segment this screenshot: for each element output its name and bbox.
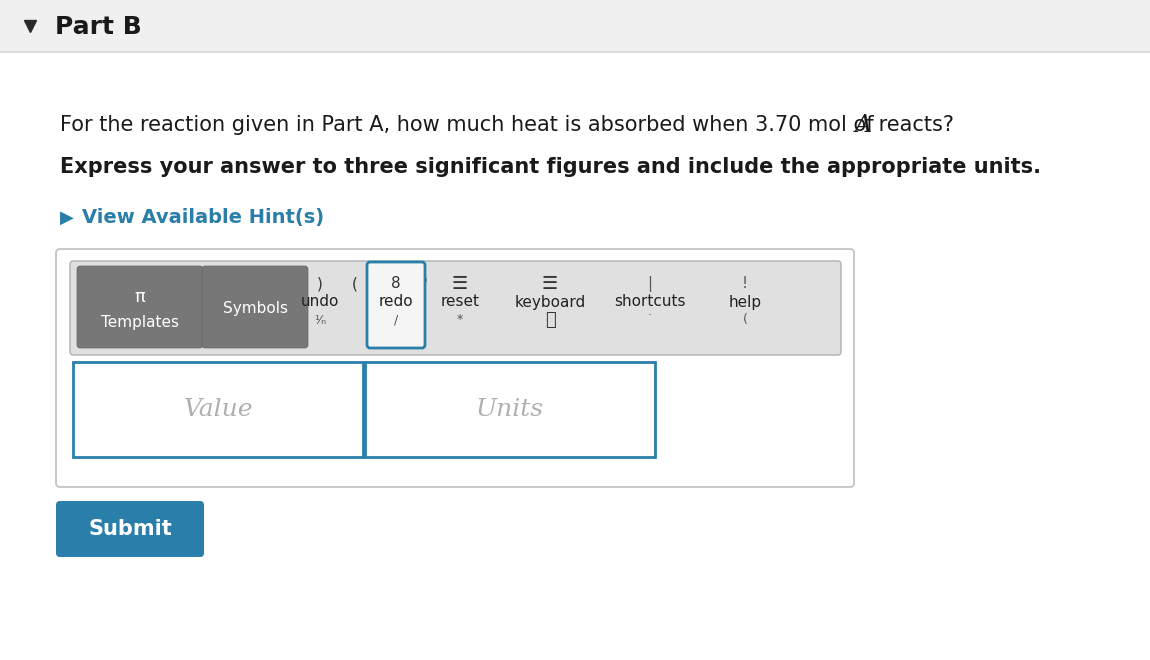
Text: Value: Value: [183, 398, 253, 421]
Bar: [0, 0, 1150, 52]
Text: redo: redo: [378, 294, 413, 310]
Text: (: (: [743, 314, 748, 327]
Text: ☰: ☰: [542, 275, 558, 293]
Text: ⌢: ⌢: [545, 311, 555, 329]
Text: reset: reset: [440, 294, 480, 310]
FancyBboxPatch shape: [202, 266, 308, 348]
Text: (: (: [352, 277, 358, 292]
Text: π: π: [135, 288, 145, 306]
Text: keyboard: keyboard: [514, 294, 585, 310]
Text: /: /: [393, 314, 398, 327]
Text: A: A: [854, 114, 872, 137]
Bar: [72, 362, 363, 457]
Text: help: help: [728, 294, 761, 310]
Text: ☰: ☰: [452, 275, 468, 293]
FancyBboxPatch shape: [70, 261, 841, 355]
Text: ˙: ˙: [647, 314, 653, 327]
FancyBboxPatch shape: [367, 262, 426, 348]
Text: View Available Hint(s): View Available Hint(s): [82, 209, 324, 228]
Text: Symbols: Symbols: [222, 302, 288, 317]
FancyBboxPatch shape: [77, 266, 204, 348]
Text: ': ': [424, 277, 428, 291]
FancyBboxPatch shape: [56, 501, 204, 557]
Text: Part B: Part B: [55, 15, 141, 39]
Text: 8: 8: [391, 277, 401, 292]
Text: Templates: Templates: [101, 315, 179, 331]
Text: reacts?: reacts?: [872, 115, 954, 135]
Text: shortcuts: shortcuts: [614, 294, 685, 310]
Text: ¹⁄ₙ: ¹⁄ₙ: [314, 314, 327, 327]
Text: !: !: [742, 277, 748, 292]
Text: ▶: ▶: [60, 209, 74, 227]
Text: ): ): [317, 277, 323, 292]
FancyBboxPatch shape: [56, 249, 854, 487]
Text: |: |: [647, 276, 652, 292]
Bar: [365, 362, 656, 457]
Text: For the reaction given in Part A, how much heat is absorbed when 3.70 mol of: For the reaction given in Part A, how mu…: [60, 115, 880, 135]
Text: Units: Units: [476, 398, 544, 421]
Text: *: *: [457, 314, 463, 327]
Text: Express your answer to three significant figures and include the appropriate uni: Express your answer to three significant…: [60, 157, 1041, 177]
Text: undo: undo: [301, 294, 339, 310]
Text: Submit: Submit: [89, 519, 171, 539]
